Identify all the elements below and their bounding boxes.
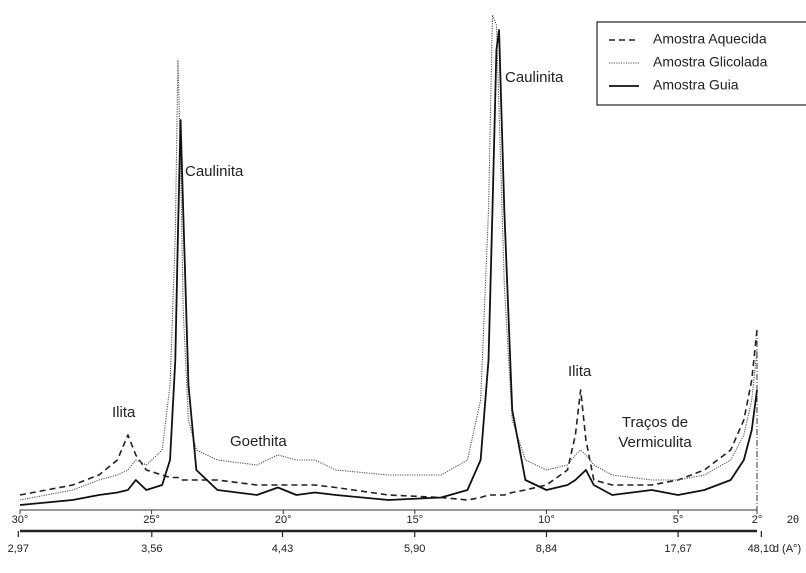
annotation: Ilita [568,363,592,380]
x-tick-label: 2° [752,514,763,526]
legend-label: Amostra Glicolada [653,54,768,70]
annotation: Traços de Vermiculita [618,414,692,451]
annotation: Caulinita [505,69,564,86]
x2-tick-label: 17,67 [664,543,692,555]
annotation: Caulinita [185,163,244,180]
x2-axis-label: d (A°) [773,543,801,555]
x-tick-label: 15° [407,514,424,526]
x-tick-label: 10° [538,514,555,526]
legend-label: Amostra Guia [653,77,739,93]
data-line [19,329,758,501]
x2-tick-label: 4,43 [272,543,293,555]
data-line [19,14,758,501]
legend-label: Amostra Aquecida [653,31,767,47]
annotation: Goethita [230,433,287,450]
annotation: Ilita [112,404,136,421]
x-tick-label: 5° [673,514,684,526]
x-axis-label: 2θ [787,514,799,526]
x2-tick-label: 3,56 [141,543,162,555]
legend: Amostra Aquecida Amostra Glicolada Amostra… [596,21,806,106]
x-tick-label: 25° [143,514,160,526]
x2-tick-label: 8,84 [536,543,557,555]
x-tick-label: 30° [12,514,29,526]
legend-box [596,21,806,106]
x2-tick-label: 2,97 [8,543,29,555]
x-tick-label: 20° [275,514,292,526]
x2-tick-label: 5,90 [404,543,425,555]
data-line [19,29,758,506]
x2-tick-label: 48,10 [748,543,776,555]
